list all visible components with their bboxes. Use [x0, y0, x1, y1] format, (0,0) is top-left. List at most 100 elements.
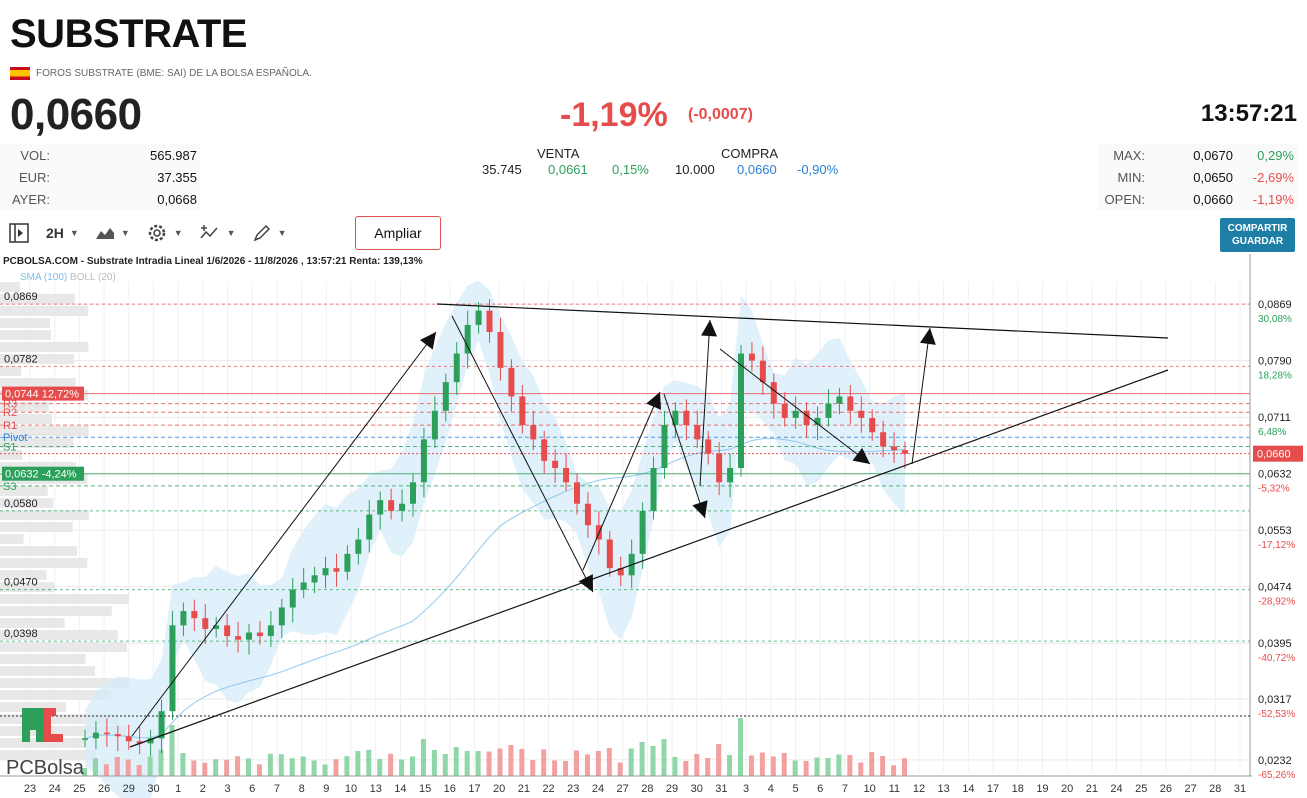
volume-profile-bar: [0, 498, 54, 508]
volume-bar: [847, 755, 853, 776]
volume-bar: [92, 758, 98, 776]
date-tick-label: 13: [370, 783, 382, 795]
candle-body: [103, 732, 110, 735]
date-axis: 23 24 25 26 29 30 1 2 3 6 7 8 9 10 13 14 15 16 17 20 21 22 23 2…: [0, 715, 1252, 795]
candle-body: [552, 460, 559, 468]
volume-bar: [727, 755, 733, 776]
volume-bar: [202, 762, 208, 776]
pivot-label: R2: [3, 407, 17, 419]
volume-profile-bar: [0, 330, 51, 340]
level-tag: [2, 466, 84, 481]
volume-bar: [694, 754, 700, 776]
date-tick-label: 10: [863, 783, 875, 795]
volume-bar: [114, 756, 120, 776]
candle-body: [431, 410, 438, 440]
left-price-label: 0,0580: [4, 498, 38, 510]
change-percent: -1,19%: [560, 96, 668, 134]
arrow-head: [701, 320, 718, 337]
volume-profile-bar: [0, 318, 50, 328]
price-tick-label: 0,0395: [1258, 638, 1292, 650]
volume-bar: [388, 753, 394, 776]
drawing-tools-dropdown[interactable]: ▼: [244, 218, 295, 248]
volume-profile-bar: [0, 582, 55, 592]
settings-dropdown[interactable]: ▼: [138, 218, 191, 248]
volume-profile-bar: [0, 546, 77, 556]
date-tick-label: 11: [889, 783, 900, 795]
volume-bar: [716, 744, 722, 776]
date-tick-label: 30: [147, 783, 159, 795]
pct-tick-label: 18,28%: [1258, 371, 1292, 382]
volume-bar: [464, 751, 470, 776]
trend-line: [582, 391, 661, 571]
pivot-label: S1: [3, 442, 16, 454]
volume-profile-bar: [0, 510, 89, 520]
candle-body: [683, 410, 690, 426]
compra-price: 0,0660: [737, 162, 777, 177]
venta-pct: 0,15%: [612, 162, 649, 177]
candle-body: [289, 589, 296, 608]
date-tick-label: 14: [394, 783, 406, 795]
volume-bar: [781, 753, 787, 776]
interval-dropdown[interactable]: 2H ▼: [38, 218, 87, 248]
date-tick-label: 27: [1184, 783, 1196, 795]
date-tick-label: 1: [175, 783, 181, 795]
volume-profile-bar: [0, 282, 20, 292]
volume-bar: [770, 756, 776, 776]
volume-bar: [300, 756, 306, 776]
pcbolsa-logo: PCBolsa: [6, 708, 85, 779]
date-tick-label: 28: [641, 783, 653, 795]
left-price-label: 0,0782: [4, 353, 38, 365]
candle-body: [158, 711, 165, 739]
volume-bar: [453, 747, 459, 776]
share-save-button[interactable]: COMPARTIR GUARDAR: [1220, 218, 1295, 252]
indicators-dropdown[interactable]: ▼: [191, 218, 244, 248]
candle-body: [574, 482, 580, 504]
volume-bar: [103, 764, 109, 776]
candle-body: [639, 510, 646, 554]
date-tick-label: 23: [567, 783, 579, 795]
candle-body: [92, 732, 99, 739]
stat-label: MIN:: [1117, 169, 1145, 185]
date-tick-label: 18: [1012, 783, 1024, 795]
interval-value: 2H: [46, 225, 64, 241]
pct-tick-label: -28,92%: [1258, 597, 1295, 608]
volume-profile: [0, 282, 130, 760]
date-tick-label: 20: [493, 783, 505, 795]
date-tick-label: 16: [444, 783, 456, 795]
volume-profile-bar: [0, 702, 66, 712]
pct-tick-label: -5,32%: [1258, 484, 1290, 495]
candle-body: [869, 417, 876, 433]
volume-bar: [519, 749, 525, 776]
candle-body: [267, 625, 274, 637]
volume-bar: [552, 760, 558, 776]
candle-body: [836, 396, 843, 404]
candle-body: [399, 503, 406, 511]
volume-profile-bar: [0, 570, 47, 580]
candle-body: [814, 417, 821, 426]
volume-bar: [311, 760, 317, 776]
chevron-down-icon: ▼: [173, 228, 183, 238]
volume-profile-bar: [0, 306, 89, 316]
date-tick-label: 14: [962, 783, 974, 795]
share-label: COMPARTIR: [1227, 223, 1288, 234]
candlesticks: [82, 299, 908, 757]
panel-toggle-button[interactable]: [0, 218, 38, 248]
area-chart-icon: [95, 228, 114, 239]
sma-line: [84, 437, 906, 739]
chart-type-dropdown[interactable]: ▼: [87, 218, 138, 248]
volume-bar: [497, 748, 503, 776]
candle-body: [278, 607, 285, 626]
venta-qty: 35.745: [482, 162, 522, 177]
candle-body: [672, 410, 679, 426]
ampliar-button[interactable]: Ampliar: [355, 216, 441, 250]
date-tick-label: 29: [123, 783, 135, 795]
candle-body: [858, 410, 865, 418]
volume-bar: [136, 764, 142, 776]
candle-body: [246, 632, 252, 640]
volume-bar: [705, 758, 711, 776]
candle-body: [82, 738, 88, 740]
volume-bar: [278, 754, 284, 776]
date-tick-label: 25: [1135, 783, 1147, 795]
